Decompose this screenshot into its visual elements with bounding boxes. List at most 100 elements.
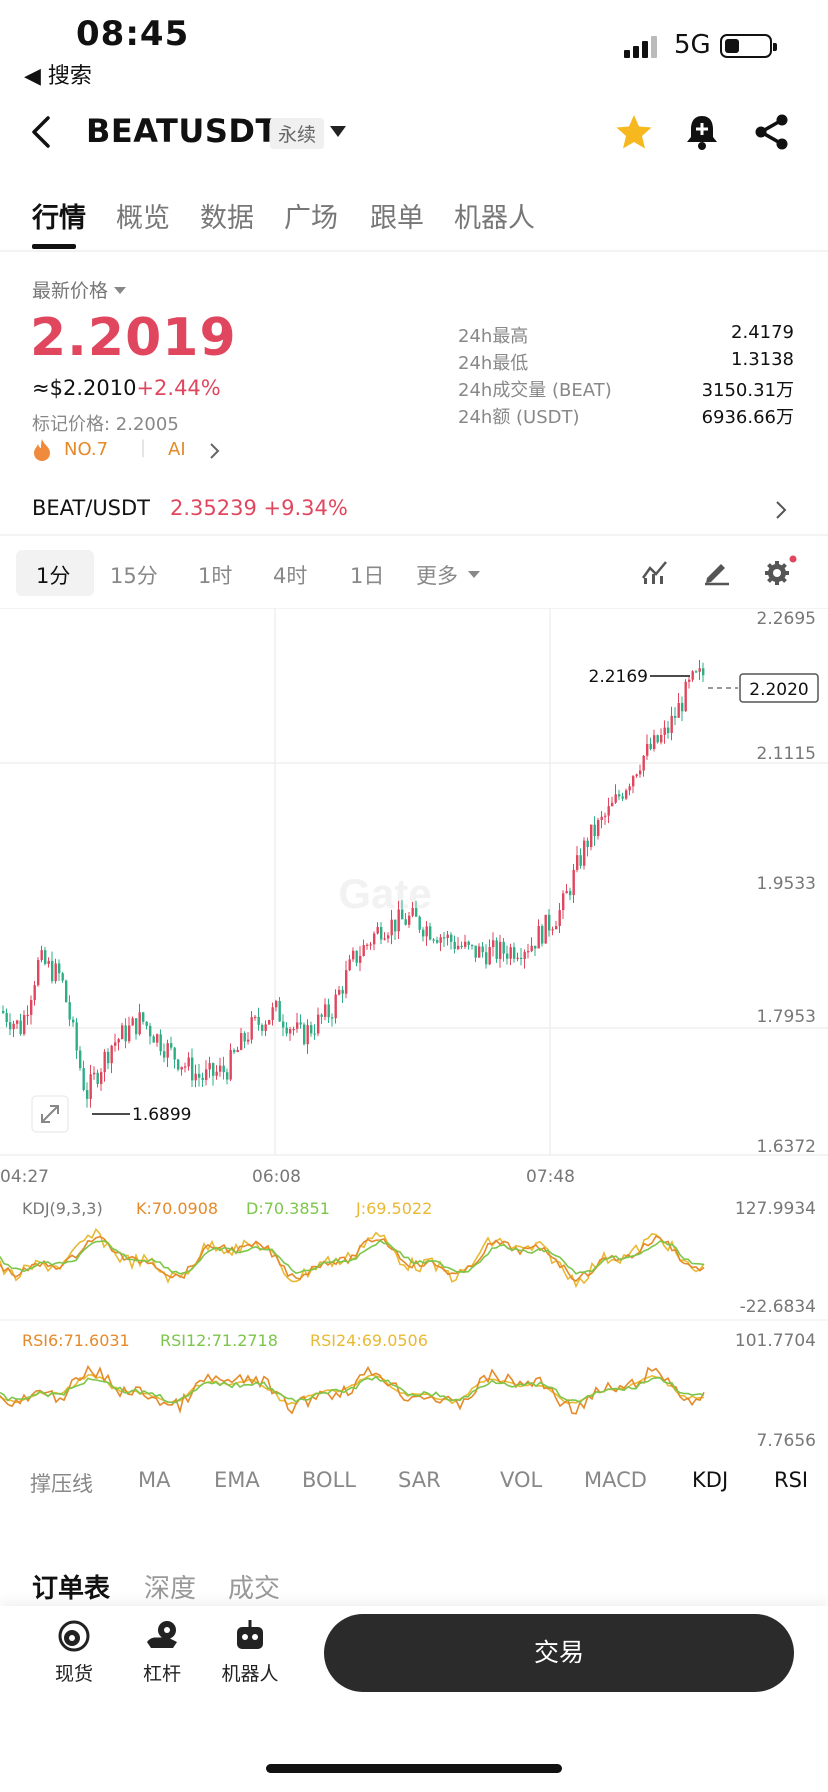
candle-body: [51, 960, 54, 982]
candle-body: [233, 1049, 236, 1052]
candle-body: [86, 1090, 89, 1099]
tab-bots[interactable]: 机器人: [454, 203, 535, 234]
contract-type-badge: 永续: [270, 118, 325, 149]
candle-body: [9, 1022, 12, 1030]
candle-body: [142, 1012, 145, 1022]
chevron-down-icon[interactable]: [468, 571, 480, 578]
tab-order-book[interactable]: 订单表: [32, 1574, 111, 1604]
tab-trades[interactable]: 成交: [228, 1574, 281, 1604]
candle-body: [457, 945, 460, 950]
tab-square[interactable]: 广场: [284, 203, 338, 234]
x-tick: 07:48: [526, 1167, 575, 1187]
candle-body: [47, 960, 50, 964]
network-type: 5G: [674, 30, 711, 60]
interval-1m[interactable]: 1分: [36, 564, 71, 588]
usd-price: ≈$2.2010: [32, 376, 137, 400]
back-to-search-link[interactable]: ◀ 搜索: [24, 64, 92, 89]
candle-body: [607, 806, 610, 816]
candle-body: [345, 970, 348, 994]
tab-overview[interactable]: 概览: [116, 203, 170, 234]
indicator-boll[interactable]: BOLL: [302, 1468, 356, 1492]
trade-button[interactable]: 交易: [324, 1614, 794, 1692]
star-icon[interactable]: [614, 112, 654, 152]
candle-body: [460, 945, 463, 948]
spot-pair-change: +9.34%: [263, 496, 348, 520]
candle-body: [264, 1024, 267, 1031]
back-arrow-icon[interactable]: [26, 112, 56, 152]
oscillator-line: [0, 1227, 705, 1289]
candle-body: [646, 743, 649, 756]
chevron-down-icon[interactable]: [114, 287, 126, 294]
candle-body: [285, 1027, 288, 1034]
interval-15m[interactable]: 15分: [110, 564, 158, 588]
candle-body: [194, 1073, 197, 1081]
candle-body: [677, 702, 680, 718]
nav-spot[interactable]: 现货: [34, 1618, 114, 1686]
tab-market[interactable]: 行情: [32, 203, 86, 234]
chart-settings-gear-icon[interactable]: [762, 554, 798, 588]
candle-body: [156, 1034, 159, 1043]
indicator-rsi[interactable]: RSI: [774, 1468, 809, 1492]
candle-body: [453, 941, 456, 950]
indicator-ma[interactable]: MA: [138, 1468, 171, 1492]
candle-body: [429, 926, 432, 940]
main-tabs: 行情 概览 数据 广场 跟单 机器人: [0, 196, 828, 252]
candle-body: [688, 679, 691, 682]
x-tick: 04:27: [0, 1167, 49, 1187]
rank-badge: NO.7: [64, 439, 109, 460]
indicator-support-resistance[interactable]: 撑压线: [30, 1472, 93, 1496]
watermark: Gate: [338, 870, 431, 917]
price-alert-bell-icon[interactable]: [682, 112, 722, 152]
candle-body: [583, 840, 586, 866]
interval-more[interactable]: 更多: [416, 564, 458, 588]
interval-4h[interactable]: 4时: [273, 564, 308, 588]
candle-body: [320, 1014, 323, 1017]
candle-body: [110, 1045, 113, 1064]
candle-body: [334, 994, 337, 1019]
chevron-right-icon: [776, 501, 787, 519]
contract-symbol[interactable]: BEATUSDT: [86, 112, 278, 150]
candle-body: [184, 1066, 187, 1068]
latest-price-label[interactable]: 最新价格: [32, 280, 109, 302]
candle-body: [369, 944, 372, 946]
kdj-max: 127.9934: [735, 1199, 816, 1219]
spot-pair-row[interactable]: BEAT/USDT 2.35239 +9.34%: [32, 496, 796, 526]
indicator-icon[interactable]: [640, 556, 670, 586]
price-change-percent: +2.44%: [136, 376, 221, 400]
rsi-min: 7.7656: [757, 1431, 816, 1451]
indicator-ema[interactable]: EMA: [214, 1468, 260, 1492]
candle-body: [492, 940, 495, 948]
mark-price: 标记价格: 2.2005: [32, 414, 179, 435]
candle-body: [488, 947, 491, 965]
chevron-down-icon[interactable]: [330, 126, 346, 137]
nav-bots[interactable]: 机器人: [210, 1618, 290, 1686]
indicator-vol[interactable]: VOL: [500, 1468, 543, 1492]
candle-body: [355, 950, 358, 963]
stat-label-24h-high: 24h最高: [458, 326, 529, 347]
tab-depth[interactable]: 深度: [144, 1574, 197, 1604]
expand-icon: [41, 1105, 59, 1123]
spot-pair-price: 2.35239: [170, 496, 257, 520]
candle-body: [152, 1036, 155, 1043]
candle-body: [695, 671, 698, 673]
candle-body: [296, 1022, 299, 1029]
share-icon[interactable]: [752, 112, 792, 152]
indicator-macd[interactable]: MACD: [584, 1468, 647, 1492]
nav-margin[interactable]: 杠杆: [122, 1618, 202, 1686]
tab-copy-trading[interactable]: 跟单: [370, 203, 424, 234]
kdj-d: D:70.3851: [246, 1199, 330, 1218]
drawing-pencil-icon[interactable]: [702, 556, 732, 586]
candle-body: [33, 985, 36, 1001]
current-price-box: [739, 673, 819, 703]
candlestick-chart[interactable]: Gate 2.2695 2.1115 1.9533 1.7953 1.6372 …: [0, 608, 828, 1460]
indicator-sar[interactable]: SAR: [398, 1468, 441, 1492]
y-tick: 1.9533: [757, 874, 816, 894]
candle-body: [327, 1004, 330, 1018]
interval-1d[interactable]: 1日: [350, 564, 385, 588]
interval-1h[interactable]: 1时: [198, 564, 233, 588]
candle-body: [19, 1020, 22, 1035]
y-tick: 2.2695: [757, 609, 816, 629]
tab-data[interactable]: 数据: [200, 203, 254, 234]
indicator-kdj[interactable]: KDJ: [692, 1468, 729, 1492]
candle-body: [352, 950, 355, 960]
